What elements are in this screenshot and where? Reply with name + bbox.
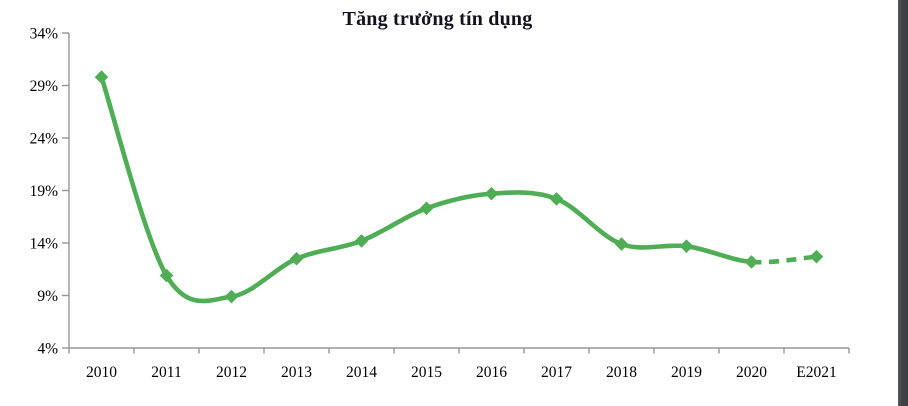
chart-title: Tăng trưởng tín dụng (342, 8, 533, 30)
data-point-E2021 (809, 249, 824, 264)
data-point-2010 (94, 70, 109, 84)
data-point-2012 (224, 289, 239, 304)
page-edge-strip (898, 0, 908, 406)
data-point-2019 (679, 239, 694, 253)
x-tick-label-2011: 2011 (151, 364, 181, 381)
data-point-2018 (614, 237, 629, 251)
y-tick-label: 29% (30, 78, 59, 95)
data-point-2020 (744, 255, 759, 269)
y-tick-label: 4% (37, 341, 58, 358)
x-tick-label-2020: 2020 (736, 364, 767, 381)
x-tick-label-2019: 2019 (671, 364, 702, 381)
x-tick-label-2010: 2010 (86, 364, 117, 381)
data-point-2017 (549, 192, 564, 206)
x-tick-label-2013: 2013 (281, 364, 312, 381)
data-point-2015 (419, 201, 434, 216)
y-tick-label: 19% (30, 183, 59, 200)
credit-growth-forecast-line (751, 254, 817, 265)
x-tick-label-2015: 2015 (411, 364, 442, 381)
y-tick-label: 14% (30, 236, 59, 253)
data-point-2014 (354, 234, 369, 248)
credit-growth-line (99, 74, 754, 304)
y-tick-label: 9% (37, 288, 58, 305)
data-point-2013 (289, 251, 304, 266)
y-tick-label: 34% (30, 26, 59, 43)
x-tick-label-E2021: E2021 (796, 364, 836, 381)
x-tick-label-2018: 2018 (606, 364, 637, 381)
y-tick-label: 24% (30, 131, 59, 148)
x-tick-label-2016: 2016 (476, 364, 507, 381)
data-point-2016 (484, 186, 499, 201)
x-tick-label-2012: 2012 (216, 364, 247, 381)
x-tick-label-2017: 2017 (541, 364, 572, 381)
data-point-2011 (159, 268, 174, 283)
x-tick-label-2014: 2014 (346, 364, 377, 381)
